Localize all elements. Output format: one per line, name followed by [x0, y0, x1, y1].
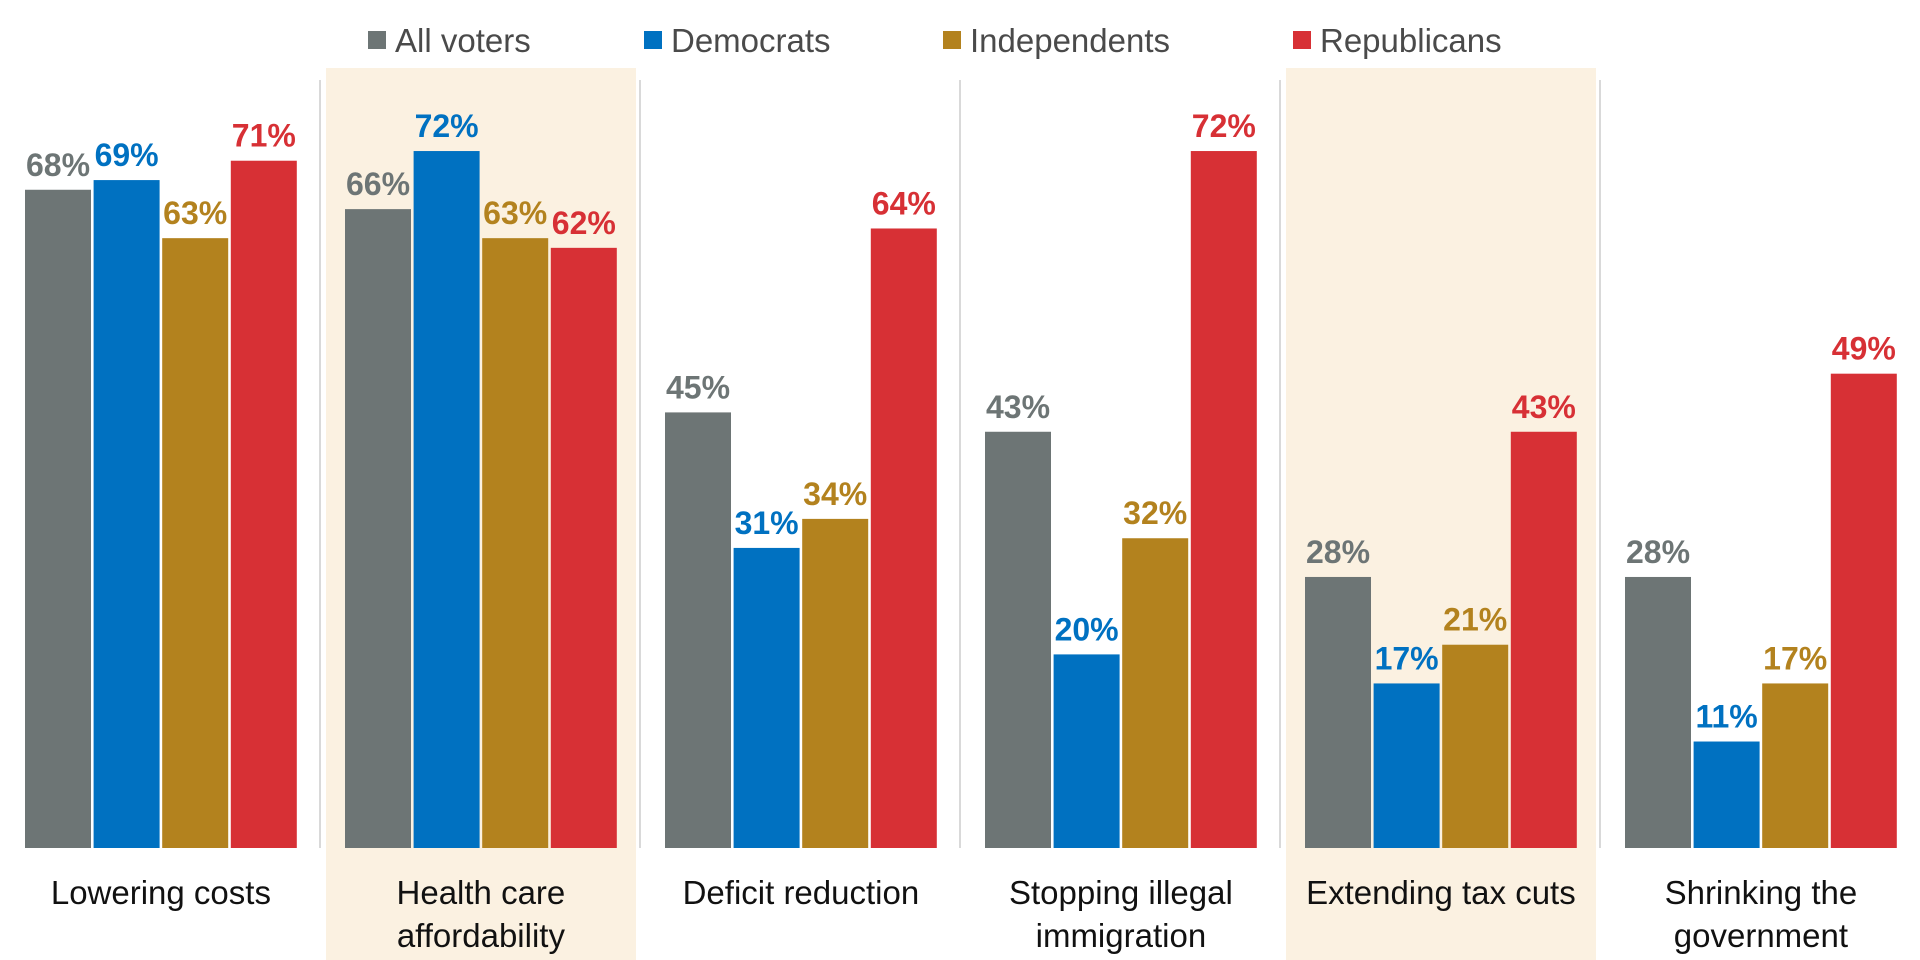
bar-shrinking-the-government-independents — [1762, 683, 1829, 848]
bar-deficit-reduction-republicans — [870, 228, 937, 849]
value-label-shrinking-the-government-republicans: 49% — [1832, 331, 1896, 367]
category-label-line: Shrinking the — [1665, 874, 1858, 911]
category-label-health-care-affordability: Health care affordability — [397, 874, 566, 954]
category-label-line: Extending tax cuts — [1306, 874, 1576, 911]
category-label-deficit-reduction: Deficit reduction — [683, 874, 920, 911]
bar-health-care-affordability-republicans — [550, 247, 617, 849]
legend: All voters Democrats Independents Republica… — [368, 22, 1502, 59]
value-label-deficit-reduction-independents: 34% — [803, 476, 867, 512]
category-label-line: Deficit reduction — [683, 874, 920, 911]
bar-deficit-reduction-independents — [802, 518, 869, 848]
category-label-extending-tax-cuts: Extending tax cuts — [1306, 874, 1576, 911]
category-label-lowering-costs: Lowering costs — [51, 874, 271, 911]
category-label-line: Health care — [397, 874, 566, 911]
category-label-shrinking-the-government: Shrinking the government — [1665, 874, 1858, 954]
value-label-deficit-reduction-all-voters: 45% — [666, 369, 730, 405]
bar-extending-tax-cuts-all-voters — [1305, 576, 1371, 848]
bar-stopping-illegal-immigration-republicans — [1190, 151, 1257, 849]
value-label-stopping-illegal-immigration-democrats: 20% — [1055, 611, 1119, 647]
bars — [25, 151, 1897, 849]
value-label-extending-tax-cuts-republicans: 43% — [1512, 389, 1576, 425]
bar-lowering-costs-all-voters — [25, 189, 91, 848]
value-label-health-care-affordability-independents: 63% — [483, 195, 547, 231]
category-label-line: Lowering costs — [51, 874, 271, 911]
category-label-stopping-illegal-immigration: Stopping illegal immigration — [1009, 874, 1233, 954]
value-label-health-care-affordability-republicans: 62% — [552, 205, 616, 241]
bar-lowering-costs-republicans — [230, 160, 297, 849]
bar-lowering-costs-independents — [162, 238, 229, 848]
group-dividers — [319, 80, 1601, 848]
legend-swatch-independents — [943, 31, 961, 49]
bar-shrinking-the-government-democrats — [1693, 741, 1760, 848]
bar-stopping-illegal-immigration-independents — [1122, 538, 1189, 848]
legend-label-democrats: Democrats — [671, 22, 831, 59]
value-label-deficit-reduction-republicans: 64% — [872, 185, 936, 221]
value-label-lowering-costs-republicans: 71% — [232, 118, 296, 154]
category-label-line: government — [1674, 917, 1848, 954]
bar-stopping-illegal-immigration-democrats — [1053, 654, 1120, 848]
value-label-extending-tax-cuts-all-voters: 28% — [1306, 534, 1370, 570]
legend-label-republicans: Republicans — [1320, 22, 1502, 59]
bar-shrinking-the-government-republicans — [1830, 373, 1897, 848]
bar-health-care-affordability-democrats — [413, 151, 480, 849]
bar-extending-tax-cuts-republicans — [1510, 431, 1577, 848]
bar-health-care-affordability-all-voters — [345, 209, 411, 848]
bar-extending-tax-cuts-democrats — [1373, 683, 1440, 848]
legend-swatch-all-voters — [368, 31, 386, 49]
legend-swatch-republicans — [1293, 31, 1311, 49]
category-label-line: Stopping illegal — [1009, 874, 1233, 911]
value-label-health-care-affordability-all-voters: 66% — [346, 166, 410, 202]
value-labels: 68% 69%63%71%66%72%63% 62%45%31%34%64%43%2… — [26, 108, 1896, 734]
value-label-stopping-illegal-immigration-republicans: 72% — [1192, 108, 1256, 144]
legend-swatch-democrats — [644, 31, 662, 49]
category-labels: Lowering costs Health care affordability De… — [51, 874, 1857, 954]
bar-deficit-reduction-all-voters — [665, 412, 731, 848]
value-label-stopping-illegal-immigration-independents: 32% — [1123, 495, 1187, 531]
value-label-shrinking-the-government-democrats: 11% — [1695, 699, 1757, 735]
value-label-stopping-illegal-immigration-all-voters: 43% — [986, 389, 1050, 425]
bar-extending-tax-cuts-independents — [1442, 644, 1509, 848]
value-label-health-care-affordability-democrats: 72% — [415, 108, 479, 144]
bar-shrinking-the-government-all-voters — [1625, 576, 1691, 848]
value-label-extending-tax-cuts-independents: 21% — [1443, 602, 1507, 638]
bar-deficit-reduction-democrats — [733, 547, 800, 848]
bar-health-care-affordability-independents — [482, 238, 549, 848]
bar-stopping-illegal-immigration-all-voters — [985, 431, 1051, 848]
value-label-deficit-reduction-democrats: 31% — [735, 505, 799, 541]
value-label-extending-tax-cuts-democrats: 17% — [1375, 640, 1439, 676]
value-label-shrinking-the-government-all-voters: 28% — [1626, 534, 1690, 570]
bar-lowering-costs-democrats — [93, 180, 160, 848]
value-label-lowering-costs-democrats: 69% — [95, 137, 159, 173]
legend-label-all-voters: All voters — [395, 22, 531, 59]
legend-label-independents: Independents — [970, 22, 1170, 59]
value-label-lowering-costs-all-voters: 68% — [26, 147, 90, 183]
category-label-line: immigration — [1036, 917, 1207, 954]
value-label-lowering-costs-independents: 63% — [163, 195, 227, 231]
category-label-line: affordability — [397, 917, 566, 954]
value-label-shrinking-the-government-independents: 17% — [1763, 640, 1827, 676]
